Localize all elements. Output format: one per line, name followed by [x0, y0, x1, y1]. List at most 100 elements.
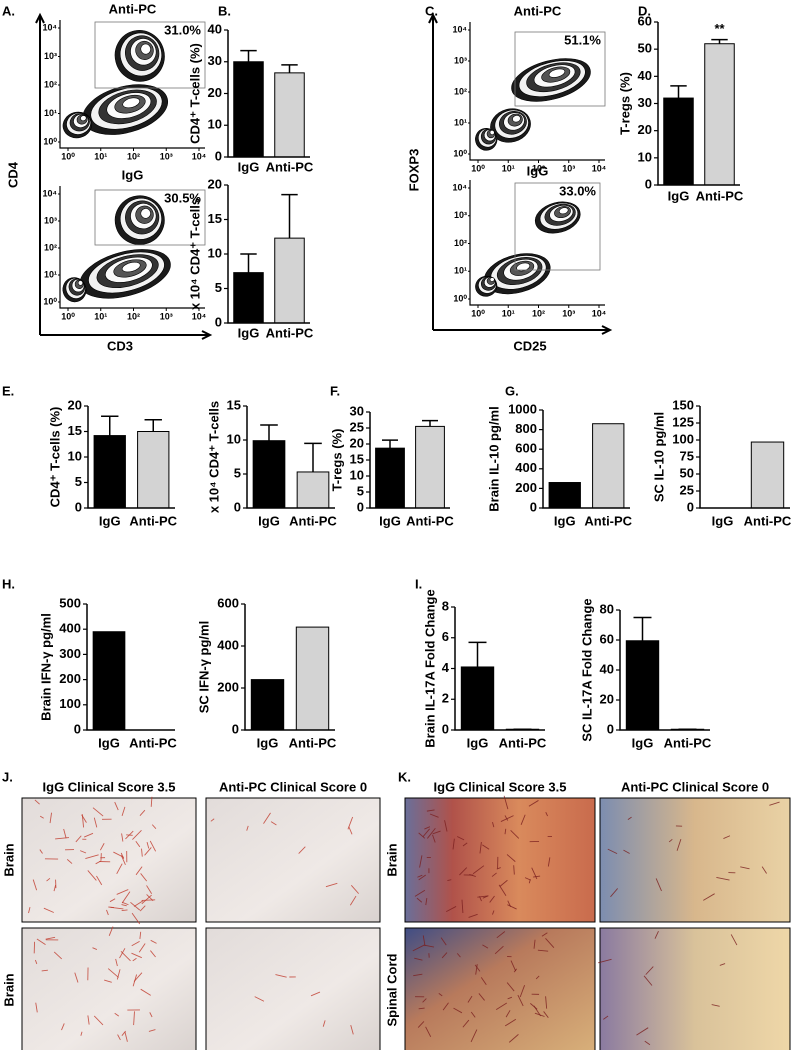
- stain: [422, 828, 430, 838]
- x-tick-label: 10¹: [502, 308, 515, 318]
- stain: [298, 846, 306, 854]
- stain: [36, 938, 46, 946]
- stain: [34, 959, 38, 965]
- stain: [500, 815, 514, 822]
- stain: [422, 935, 426, 947]
- y-tick-label: 0: [234, 499, 241, 514]
- y-tick-label: 200: [515, 480, 537, 495]
- stain: [446, 906, 457, 912]
- bar: [250, 679, 285, 731]
- stain: [418, 874, 426, 881]
- stain: [121, 806, 126, 817]
- x-tick-label: IgG: [554, 513, 576, 528]
- y-tick-label: 125: [672, 414, 694, 429]
- stain: [28, 907, 31, 914]
- axes: [246, 406, 335, 509]
- stain: [535, 975, 540, 980]
- stain: [533, 939, 536, 949]
- y-tick-label: 30: [208, 53, 222, 68]
- x-tick-label: 10³: [160, 311, 173, 321]
- stain: [531, 867, 538, 880]
- contour: [122, 97, 140, 109]
- contour: [140, 208, 151, 219]
- y-tick-label: 10⁴: [43, 188, 57, 198]
- stain: [49, 812, 53, 824]
- y-tick-label: 10²: [44, 242, 57, 252]
- y-tick-label: 10⁴: [453, 182, 467, 192]
- stain: [491, 872, 497, 877]
- bar: [233, 61, 264, 158]
- stain: [492, 821, 495, 828]
- stain: [545, 938, 555, 948]
- y-tick-label: 10: [350, 467, 364, 482]
- stain: [347, 816, 354, 830]
- stain: [132, 830, 142, 840]
- micrograph: [21, 797, 197, 923]
- stain: [475, 964, 478, 975]
- x-tick-label: Anti-PC: [744, 513, 792, 528]
- stain: [75, 835, 82, 843]
- stain: [119, 948, 126, 959]
- stain: [496, 867, 501, 870]
- stain: [716, 876, 730, 881]
- stain: [545, 996, 548, 1009]
- error-bar: [711, 38, 728, 44]
- y-tick-label: 10¹: [454, 117, 467, 127]
- stain: [350, 884, 359, 894]
- stain: [719, 963, 726, 966]
- y-tick-label: 50: [638, 41, 652, 56]
- y-tick-label: 40: [208, 21, 222, 36]
- plot-axes: [469, 180, 605, 306]
- x-tick-label: Anti-PC: [664, 735, 712, 750]
- x-tick-label: IgG: [99, 513, 121, 528]
- stain: [114, 1012, 120, 1017]
- stain: [643, 975, 653, 986]
- stain: [654, 931, 659, 939]
- stain: [477, 895, 488, 898]
- gate-percent: 33.0%: [559, 183, 596, 198]
- stain: [537, 949, 549, 952]
- y-tick-label: 200: [59, 671, 81, 686]
- gate-percent: 51.1%: [564, 32, 601, 47]
- stain: [149, 840, 157, 852]
- stain: [99, 843, 105, 851]
- panel-label: I.: [415, 576, 422, 591]
- stain: [348, 826, 353, 835]
- stain: [107, 968, 119, 978]
- error-bar: [240, 49, 257, 62]
- stain: [452, 838, 455, 850]
- x-tick-label: Anti-PC: [696, 188, 744, 203]
- panel-label: E.: [2, 383, 14, 398]
- stain: [132, 974, 138, 987]
- stain: [35, 1002, 38, 1013]
- stain: [131, 952, 142, 959]
- y-tick-label: 10¹: [454, 266, 467, 276]
- contour: [80, 115, 87, 122]
- stain: [427, 827, 436, 839]
- stain: [545, 811, 549, 817]
- gate-percent: 30.5%: [164, 190, 201, 205]
- gate: [514, 182, 601, 271]
- stain: [513, 865, 515, 875]
- y-tick-label: 20: [350, 435, 364, 450]
- axes: [699, 406, 790, 509]
- stain: [144, 847, 152, 856]
- stain: [150, 796, 153, 807]
- stain: [440, 937, 447, 946]
- stain: [479, 842, 482, 854]
- stain: [506, 982, 515, 992]
- stain: [135, 840, 141, 848]
- stain: [507, 900, 512, 907]
- stain: [510, 829, 520, 839]
- stain: [92, 947, 98, 951]
- y-tick-label: 20: [638, 122, 652, 137]
- error-bar: [304, 442, 322, 472]
- panel-label: J.: [2, 769, 13, 784]
- bar: [252, 440, 286, 509]
- stain: [711, 1004, 720, 1007]
- stain: [429, 813, 439, 818]
- row-label: Brain: [1, 973, 16, 1006]
- x-tick-label: 10²: [532, 163, 545, 173]
- stain: [150, 939, 157, 944]
- stain: [498, 884, 507, 896]
